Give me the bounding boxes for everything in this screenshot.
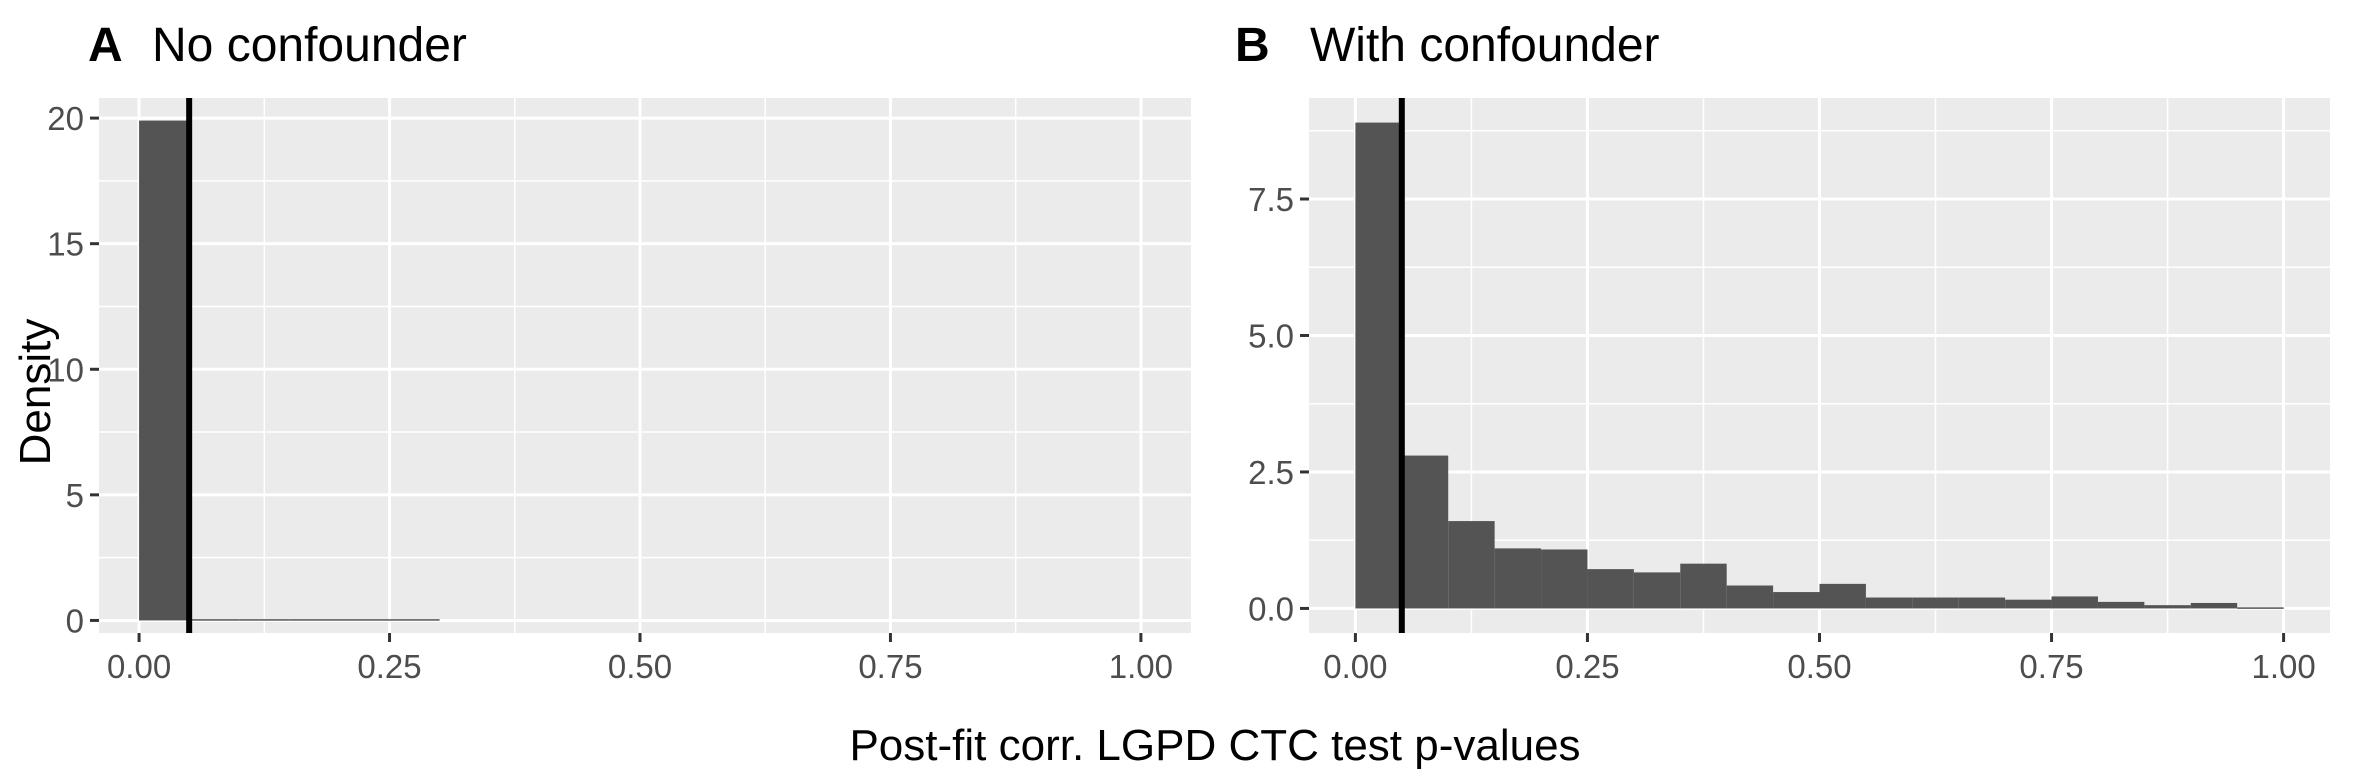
histogram-bar (1773, 592, 1820, 609)
histogram-bar (1819, 583, 1866, 609)
x-tick-label: 0.00 (1323, 648, 1387, 685)
y-tick-label: 0 (66, 602, 84, 639)
histogram-bar (1726, 585, 1774, 609)
histogram-bar (2051, 596, 2098, 609)
panel-a: 0.00 0.25 0.50 0.75 1.00 0 5 10 15 20A No confound… (47, 19, 1191, 685)
x-tick-label: 0.50 (1787, 648, 1851, 685)
histogram-bar (1680, 563, 1727, 609)
histogram-bar (1633, 572, 1681, 609)
panel-title: No confounder (152, 19, 467, 72)
histogram-bar (1865, 597, 1913, 609)
y-tick-label: 10 (47, 351, 84, 388)
histogram-bar (189, 619, 240, 621)
histogram-bar (1912, 597, 1959, 609)
histogram-bar (2237, 607, 2284, 609)
y-tick-label: 20 (47, 100, 84, 137)
histogram-bar (2190, 602, 2238, 609)
histogram-bar (139, 120, 190, 621)
panel-letter: A (88, 19, 123, 72)
y-tick-label: 7.5 (1248, 181, 1294, 218)
histogram-bar (1958, 597, 2006, 609)
y-tick-label: 15 (47, 226, 84, 263)
x-tick-label: 0.25 (1555, 648, 1619, 685)
y-tick-label: 0.0 (1248, 590, 1294, 627)
histogram-bar (1401, 455, 1449, 609)
histogram-bar (389, 619, 440, 621)
histogram-bar (2097, 601, 2145, 609)
y-tick-label: 2.5 (1248, 454, 1294, 491)
histogram-bar (1494, 548, 1542, 609)
y-axis-label: Density (11, 319, 60, 466)
x-axis-label: Post-fit corr. LGPD CTC test p-values (849, 721, 1580, 770)
panel-b: 0.00 0.25 0.50 0.75 1.00 0.0 2.5 5.0 7.5 B With co… (1235, 19, 2330, 685)
histogram-bar (1448, 521, 1495, 609)
panel-letter: B (1235, 19, 1270, 72)
x-tick-label: 0.50 (608, 648, 672, 685)
x-tick-label: 1.00 (2251, 648, 2315, 685)
x-tick-label: 0.75 (858, 648, 922, 685)
histogram-bar (2144, 605, 2191, 609)
x-tick-label: 0.25 (357, 648, 421, 685)
x-tick-label: 1.00 (1109, 648, 1173, 685)
histogram-bar (2005, 599, 2052, 609)
x-tick-label: 0.75 (2019, 648, 2083, 685)
histogram-bar (289, 619, 340, 621)
y-tick-label: 5.0 (1248, 317, 1294, 354)
histogram-bar (1355, 122, 1402, 609)
histogram-bar (239, 619, 290, 621)
y-tick-label: 5 (66, 477, 84, 514)
x-tick-label: 0.00 (107, 648, 171, 685)
histogram-bar (339, 619, 390, 621)
panel-title: With confounder (1310, 19, 1660, 72)
histogram-bar (1541, 549, 1588, 609)
histogram-bar (1587, 569, 1634, 609)
panel-background (99, 98, 1191, 633)
